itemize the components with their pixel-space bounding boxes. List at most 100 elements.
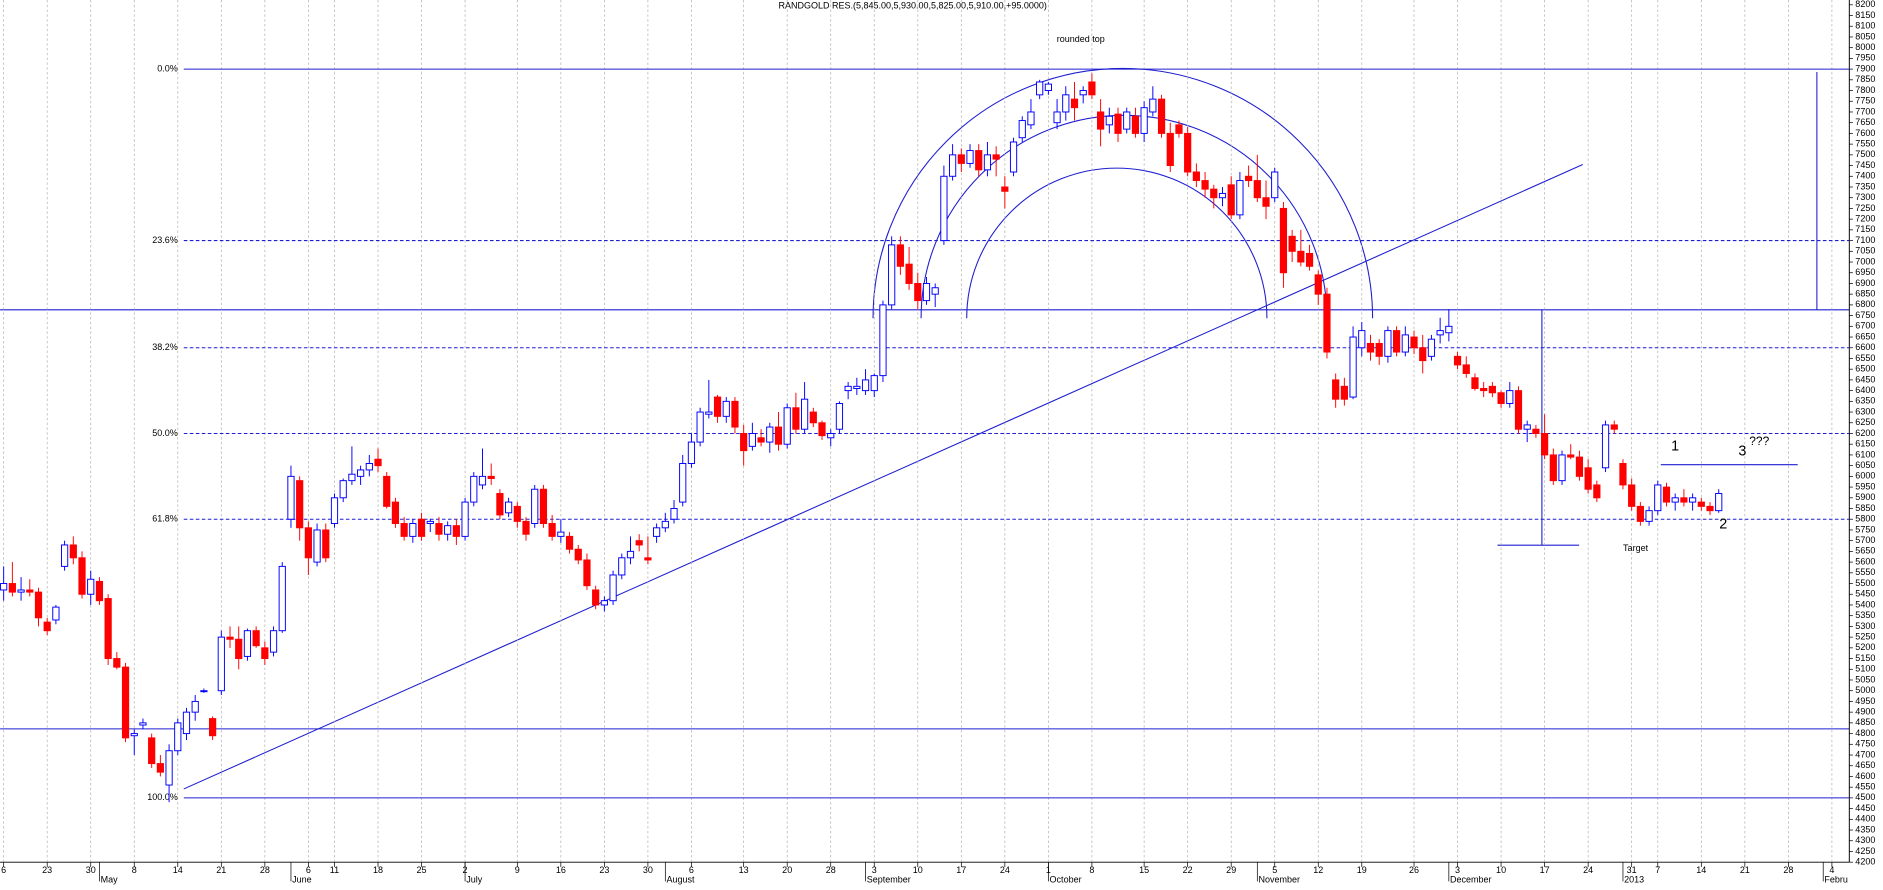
candle-body: [835, 403, 844, 430]
x-tick-label: 19: [1357, 865, 1367, 875]
candle-body: [513, 505, 521, 522]
y-tick-label: 7450: [1855, 160, 1875, 170]
candle-body: [1401, 334, 1409, 353]
candle-body: [740, 433, 748, 452]
candle-body: [592, 589, 600, 606]
candle-body: [905, 263, 913, 284]
candle-body: [748, 433, 756, 447]
y-tick-label: 6600: [1855, 342, 1875, 352]
candle-body: [139, 722, 147, 726]
candle-body: [1689, 497, 1697, 503]
candle-body: [1375, 342, 1383, 357]
candle-body: [1593, 484, 1601, 499]
level-label: 38.2%: [152, 342, 178, 352]
y-tick-label: 8200: [1855, 0, 1875, 9]
y-tick-label: 8150: [1855, 10, 1875, 20]
candle-body: [1184, 132, 1192, 173]
y-tick-label: 5300: [1855, 621, 1875, 631]
month-label: September: [867, 875, 911, 885]
outer-arc: [872, 67, 1374, 319]
y-tick-label: 4650: [1855, 760, 1875, 770]
y-tick-label: 5150: [1855, 653, 1875, 663]
candle-body: [548, 523, 556, 537]
candle-body: [1541, 433, 1549, 456]
y-tick-label: 5050: [1855, 674, 1875, 684]
candle-body: [1245, 175, 1253, 182]
candle-body: [1253, 180, 1261, 199]
x-tick-label: 6: [689, 865, 694, 875]
candle-body: [774, 426, 783, 445]
candle-body: [914, 282, 922, 302]
candle-body: [1366, 342, 1375, 353]
candle-body: [1027, 111, 1035, 126]
y-tick-label: 5450: [1855, 589, 1875, 599]
level-label: 23.6%: [152, 235, 178, 245]
candle-body: [391, 501, 400, 524]
y-tick-label: 5850: [1855, 503, 1875, 513]
x-tick-label: 7: [1655, 865, 1660, 875]
y-tick-label: 4250: [1855, 846, 1875, 856]
candle-body: [1645, 510, 1653, 522]
candle-body: [95, 580, 104, 602]
candle-body: [827, 433, 835, 439]
candle-body: [156, 763, 164, 773]
candle-body: [261, 647, 269, 660]
y-tick-label: 7950: [1855, 53, 1875, 63]
candle-body: [287, 475, 295, 520]
candle-body: [322, 529, 330, 559]
y-tick-label: 6400: [1855, 385, 1875, 395]
candle-body: [557, 531, 565, 537]
candle-body: [670, 508, 678, 520]
candle-body: [1584, 467, 1592, 490]
candle-body: [879, 304, 887, 377]
y-tick-label: 7750: [1855, 96, 1875, 106]
candle-body: [1427, 338, 1436, 357]
annotation: Target: [1623, 543, 1649, 553]
candle-body: [209, 718, 217, 737]
x-tick-label: 8: [1089, 865, 1094, 875]
x-tick-label: 30: [86, 865, 96, 875]
y-tick-label: 5250: [1855, 631, 1875, 641]
x-tick-label: 15: [1139, 865, 1149, 875]
candle-body: [661, 520, 669, 529]
candle-body: [1575, 456, 1584, 477]
y-tick-label: 7850: [1855, 74, 1875, 84]
y-tick-label: 5800: [1855, 514, 1875, 524]
y-tick-label: 5000: [1855, 685, 1875, 695]
candle-body: [1053, 111, 1061, 124]
month-label: October: [1050, 875, 1082, 885]
candle-body: [1506, 390, 1514, 404]
month-label: November: [1259, 875, 1301, 885]
candle-body: [1009, 141, 1018, 173]
candle-body: [1471, 377, 1479, 389]
y-tick-label: 7650: [1855, 117, 1875, 127]
candle-body: [130, 733, 138, 737]
candle-body: [992, 154, 1000, 160]
candle-body: [52, 606, 60, 621]
candle-body: [1175, 124, 1183, 134]
x-tick-label: 28: [826, 865, 836, 875]
y-tick-label: 4900: [1855, 707, 1875, 717]
candle-body: [1514, 390, 1523, 430]
candle-body: [43, 621, 51, 632]
y-tick-label: 5550: [1855, 567, 1875, 577]
candle-body: [1445, 325, 1453, 334]
candle-body: [296, 480, 304, 529]
month-label: 2013: [1624, 875, 1644, 885]
y-tick-label: 8100: [1855, 21, 1875, 31]
y-tick-label: 6200: [1855, 428, 1875, 438]
candle-body: [1628, 484, 1636, 507]
y-tick-label: 7700: [1855, 106, 1875, 116]
y-tick-label: 4850: [1855, 717, 1875, 727]
y-tick-label: 7300: [1855, 192, 1875, 202]
chart-title: RANDGOLD RES.(5,845.00,5,930.00,5,825.00…: [778, 0, 1046, 10]
candle-body: [17, 589, 25, 593]
candle-body: [565, 535, 574, 550]
y-tick-label: 4600: [1855, 771, 1875, 781]
candle-body: [1680, 497, 1688, 503]
candle-body: [1149, 98, 1157, 113]
x-tick-label: 14: [1696, 865, 1706, 875]
x-tick-label: 18: [373, 865, 383, 875]
candle-body: [1105, 115, 1113, 126]
x-tick-label: 26: [1409, 865, 1419, 875]
